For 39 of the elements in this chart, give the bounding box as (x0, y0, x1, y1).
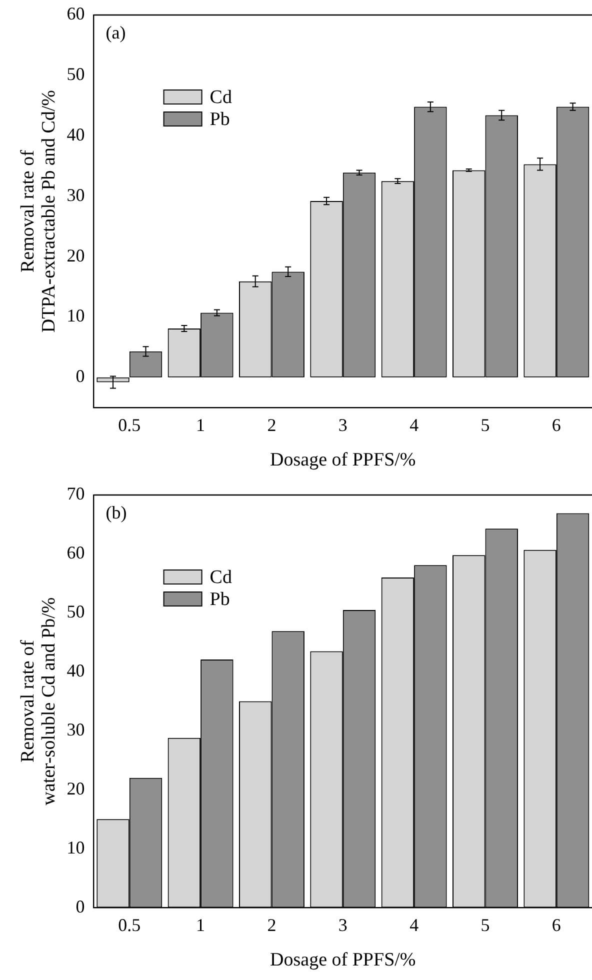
y-tick-label: 30 (66, 720, 85, 740)
x-axis-title: Dosage of PPFS/% (270, 950, 416, 971)
x-tick-label: 6 (552, 415, 561, 436)
legend-label: Cd (210, 566, 232, 588)
y-tick-label: 60 (66, 4, 85, 24)
y-tick-label: 50 (66, 602, 85, 622)
x-tick-label: 4 (410, 415, 419, 436)
legend-label: Pb (210, 108, 230, 130)
x-tick-label: 2 (267, 915, 276, 936)
y-tick-label: 20 (66, 245, 85, 266)
y-tick-label: 10 (66, 837, 85, 858)
x-axis-title: Dosage of PPFS/% (270, 450, 416, 471)
text: (b) (106, 502, 127, 523)
x-tick-label: 1 (196, 415, 206, 436)
y-tick-label: 10 (66, 306, 85, 326)
y-tick-label: 60 (66, 542, 85, 563)
x-tick-label: 0.5 (118, 415, 141, 436)
legend-label: Cd (210, 86, 232, 108)
x-tick-label: 0.5 (118, 915, 141, 936)
y-tick-label: 0 (76, 366, 85, 386)
y-tick-label: 70 (66, 484, 85, 504)
y-axis-title: Removal rate of DTPA-extractable Pb and Cd/% (17, 90, 60, 333)
legend-label: Pb (210, 588, 230, 610)
x-tick-label: 2 (267, 415, 276, 436)
y-axis-title: Removal rate of water-soluble Cd and Pb/% (17, 597, 60, 806)
x-tick-label: 5 (480, 915, 490, 936)
x-tick-label: 4 (410, 915, 419, 936)
text: (a) (106, 22, 126, 43)
x-tick-label: 1 (196, 915, 206, 936)
y-tick-label: 20 (66, 778, 85, 798)
x-tick-label: 3 (338, 415, 348, 436)
x-tick-label: 5 (480, 415, 490, 436)
x-tick-label: 6 (552, 915, 561, 936)
x-tick-label: 3 (338, 915, 348, 936)
y-tick-label: 50 (66, 64, 85, 84)
y-tick-label: 30 (66, 184, 85, 205)
y-tick-label: 0 (76, 896, 85, 916)
y-tick-label: 40 (66, 124, 85, 145)
y-tick-label: 40 (66, 660, 85, 681)
